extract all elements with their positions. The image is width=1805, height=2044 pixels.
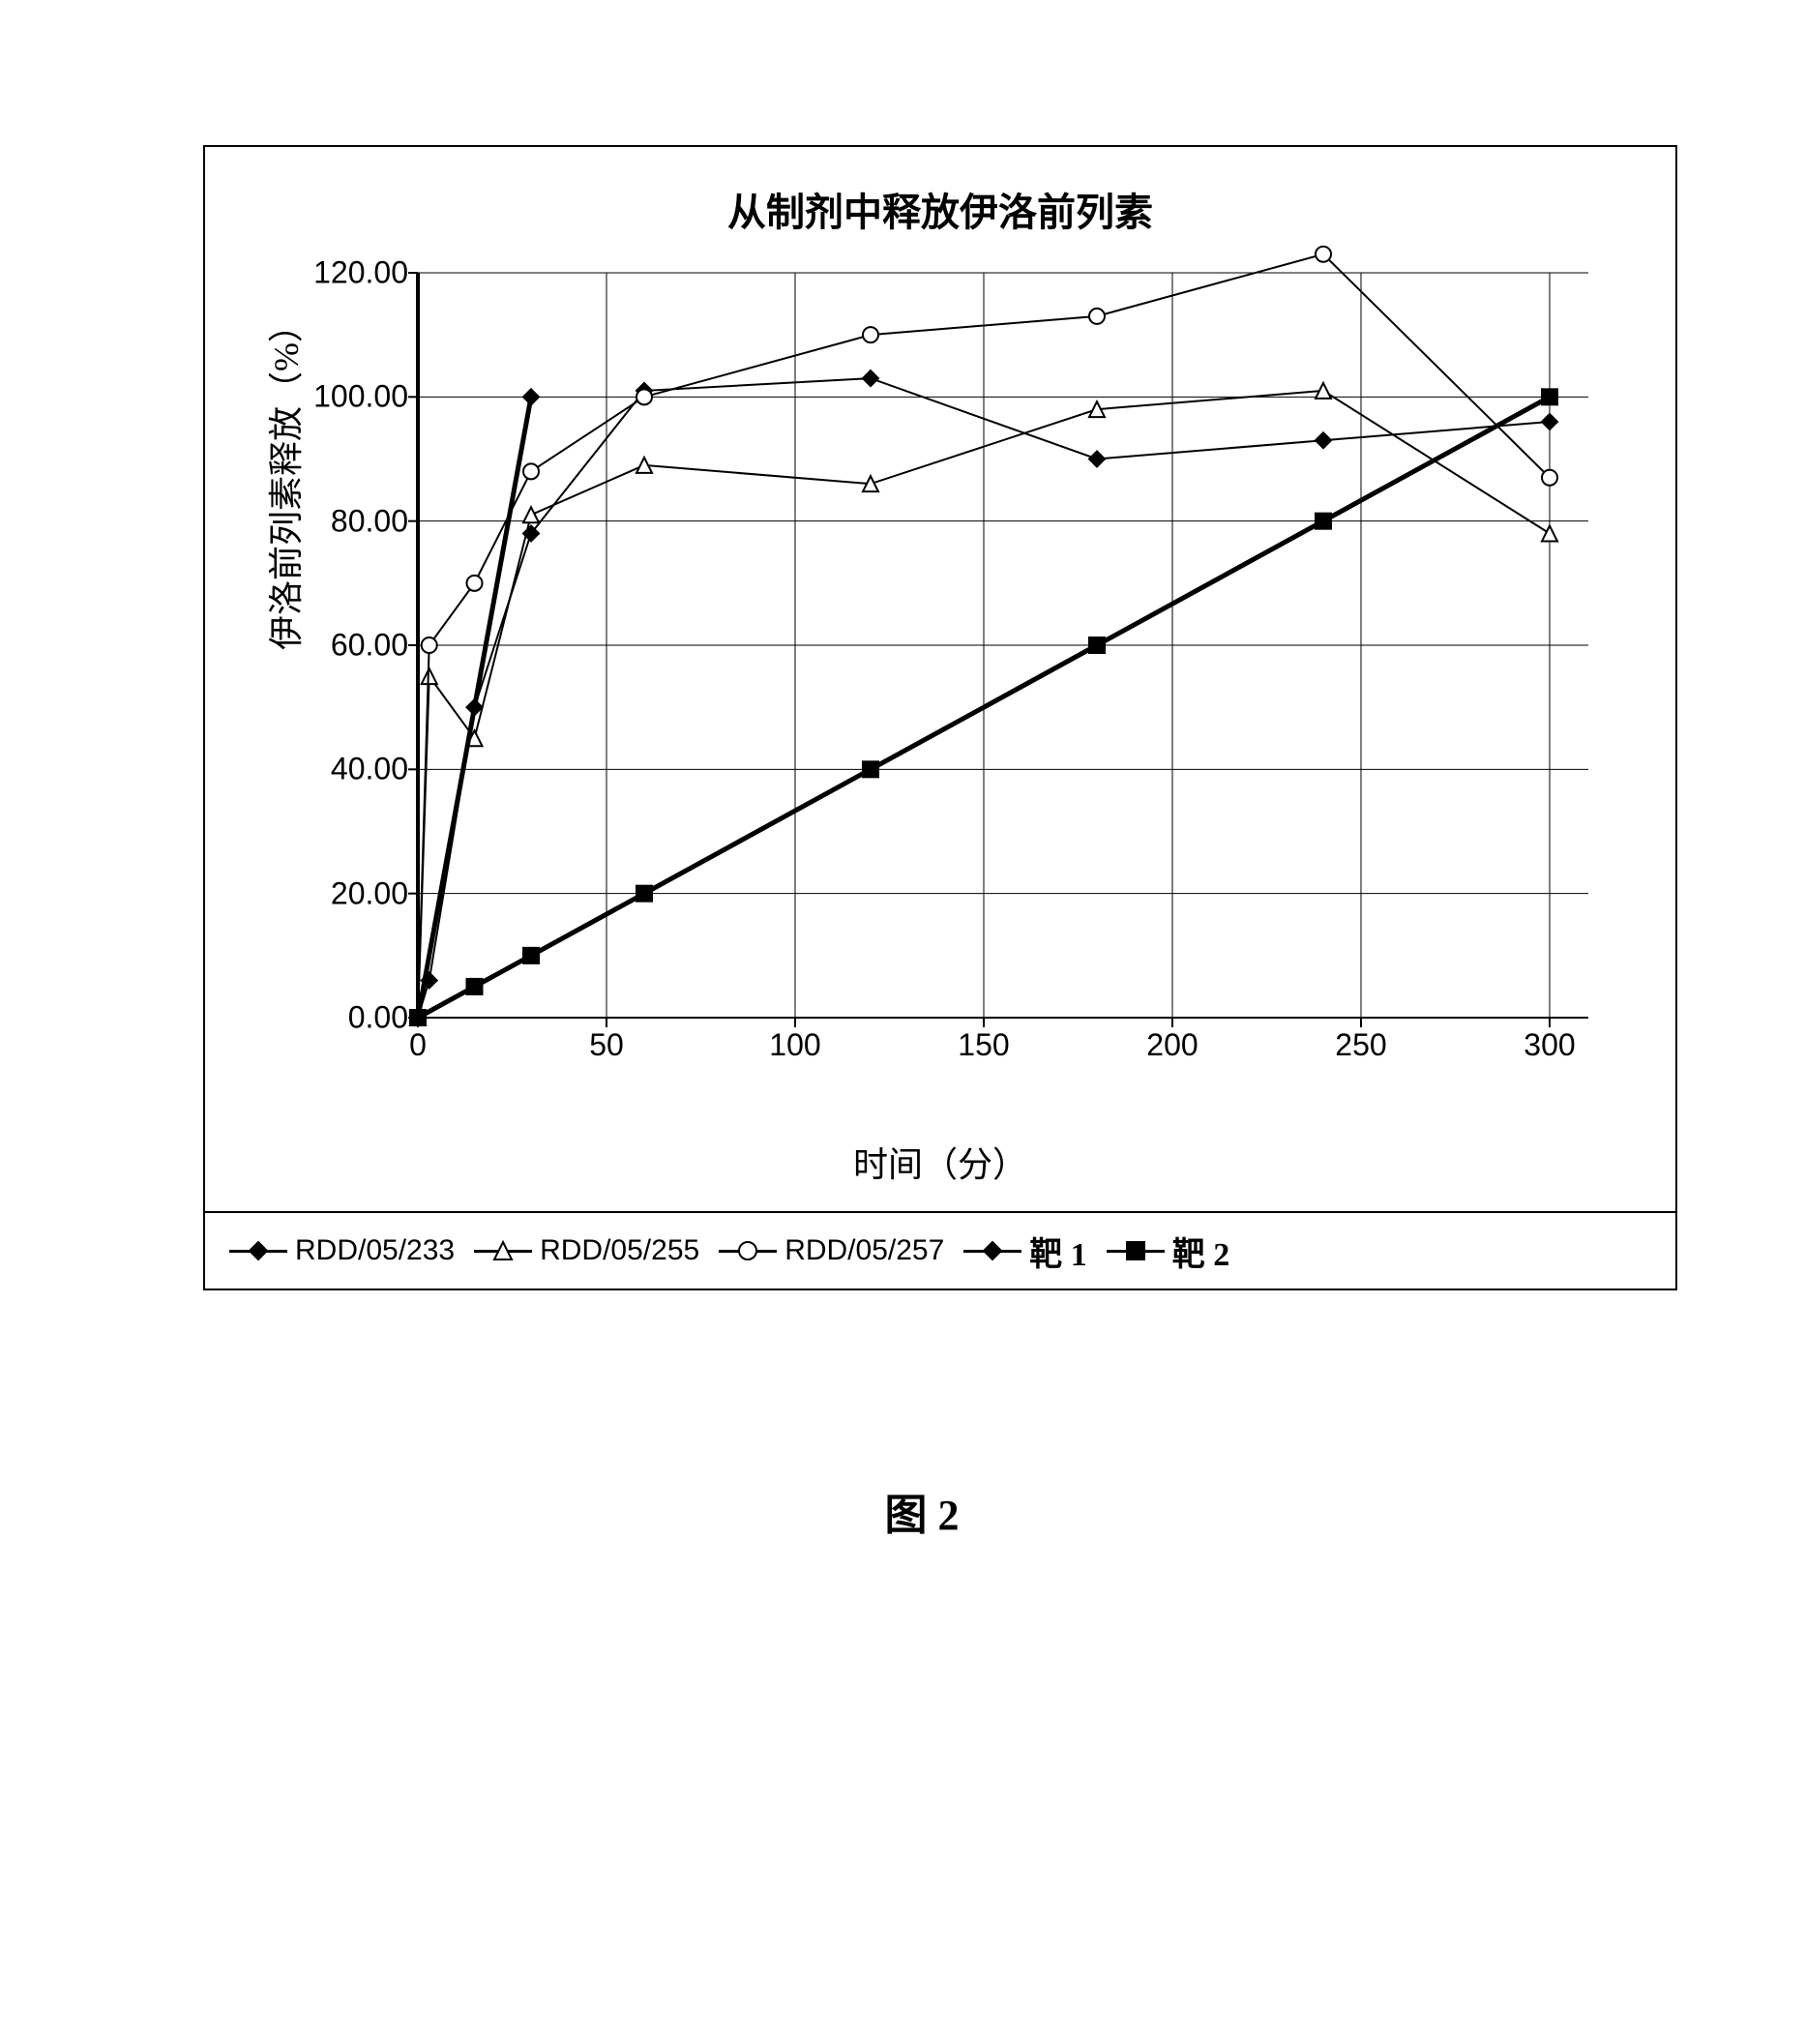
x-tick-label: 50: [589, 1027, 624, 1063]
legend-item: RDD/05/255: [474, 1234, 699, 1267]
chart-title: 从制剂中释放伊洛前列素: [205, 181, 1675, 237]
legend-marker: [474, 1235, 532, 1266]
legend-label: RDD/05/257: [784, 1234, 944, 1267]
x-tick-label: 200: [1146, 1027, 1198, 1063]
chart-svg: [418, 273, 1588, 1018]
y-tick-label: 60.00: [331, 628, 408, 664]
legend-marker: [229, 1235, 287, 1266]
legend-marker: [1107, 1235, 1165, 1266]
legend-label: 靶 2: [1172, 1228, 1230, 1275]
legend-item: 靶 1: [963, 1228, 1087, 1275]
y-tick-label: 0.00: [348, 1000, 408, 1036]
legend-item: 靶 2: [1107, 1228, 1230, 1275]
y-tick-label: 120.00: [313, 255, 408, 291]
x-tick-label: 150: [958, 1027, 1009, 1063]
y-tick-label: 40.00: [331, 752, 408, 787]
x-tick-label: 100: [769, 1027, 820, 1063]
legend-marker: [963, 1235, 1021, 1266]
legend-marker: [719, 1235, 777, 1266]
y-tick-label: 100.00: [313, 379, 408, 415]
y-tick-label: 20.00: [331, 875, 408, 911]
legend-area: RDD/05/233 RDD/05/255 RDD/05/257 靶 1 靶 2: [205, 1211, 1675, 1289]
plot-area: [418, 273, 1588, 1018]
y-tick-label: 80.00: [331, 503, 408, 539]
y-axis-label: 伊洛前列素释放（%）: [258, 308, 309, 650]
chart-container: 从制剂中释放伊洛前列素 伊洛前列素释放（%） 时间（分） 0.00 20.00 40…: [203, 145, 1677, 1290]
legend-label: RDD/05/255: [540, 1234, 699, 1267]
legend-label: 靶 1: [1029, 1228, 1087, 1275]
figure-caption: 图 2: [19, 1480, 1805, 1542]
y-axis-label-text: 伊洛前列素释放（%）: [267, 308, 306, 650]
legend-item: RDD/05/257: [719, 1234, 944, 1267]
x-axis-label: 时间（分）: [205, 1137, 1675, 1187]
x-tick-label: 300: [1524, 1027, 1575, 1063]
x-tick-label: 0: [409, 1027, 427, 1063]
legend-label: RDD/05/233: [295, 1234, 455, 1267]
legend-item: RDD/05/233: [229, 1234, 455, 1267]
x-tick-label: 250: [1335, 1027, 1386, 1063]
page: 从制剂中释放伊洛前列素 伊洛前列素释放（%） 时间（分） 0.00 20.00 40…: [19, 19, 1805, 2025]
